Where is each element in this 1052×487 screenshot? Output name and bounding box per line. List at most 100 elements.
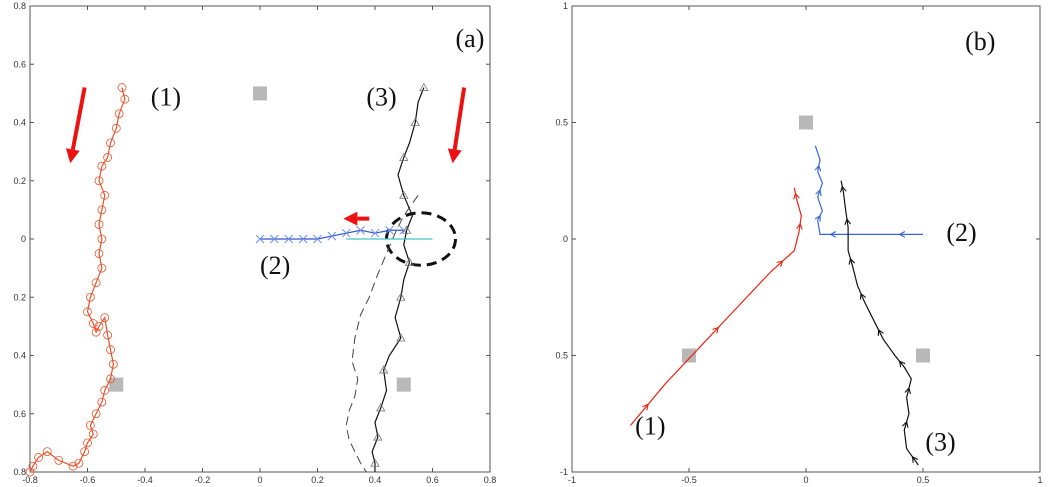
x-tick-label: 0 xyxy=(803,475,808,485)
direction-arrowhead xyxy=(829,230,837,238)
data-point-circle xyxy=(94,176,104,186)
series-line xyxy=(29,87,126,473)
data-point-circle xyxy=(42,447,52,457)
data-point-x xyxy=(284,234,294,244)
series-line xyxy=(630,187,802,426)
direction-arrowhead xyxy=(902,420,909,428)
data-point-triangle xyxy=(370,458,380,467)
data-point-triangle xyxy=(399,152,409,161)
direction-arrow-head xyxy=(447,148,462,164)
data-point-circle xyxy=(34,453,44,462)
obstacle-square xyxy=(682,348,696,363)
data-point-triangle xyxy=(404,257,415,266)
panel-a: -0.8 -0.6 -0.4 -0.2 0 0.2 0.4 0.6 0.8 0.8 0.6 0.4 0.… xyxy=(13,1,496,485)
data-point-circle xyxy=(106,138,115,148)
data-point-x xyxy=(313,234,322,244)
obstacle-square xyxy=(109,377,124,392)
data-point-triangle xyxy=(399,190,409,199)
y-tick-label: -1 xyxy=(560,467,568,477)
x-tick-label: -0.2 xyxy=(195,475,211,485)
direction-arrowhead xyxy=(848,257,856,265)
y-tick-label: 0.8 xyxy=(13,467,26,477)
highlight-ellipse xyxy=(385,211,457,267)
x-tick-label: 0.6 xyxy=(426,475,439,485)
y-tick-label: 0.6 xyxy=(13,59,26,69)
data-point-triangle xyxy=(396,292,406,301)
data-point-circle xyxy=(100,313,110,323)
direction-arrowhead xyxy=(642,403,649,411)
y-tick-label: 0.4 xyxy=(13,351,26,361)
x-tick-label: -0.6 xyxy=(80,475,96,485)
data-point-circle xyxy=(68,461,78,471)
data-point-x xyxy=(270,234,279,244)
data-point-triangle xyxy=(419,82,429,91)
data-point-triangle xyxy=(396,333,406,342)
data-point-circle xyxy=(97,205,107,215)
direction-arrowhead xyxy=(712,326,720,334)
x-tick-label: -1 xyxy=(568,475,576,485)
annotation-label: (b) xyxy=(965,27,995,56)
x-tick-label: 0.5 xyxy=(917,475,930,485)
data-point-circle xyxy=(100,190,110,200)
y-tick-label: 0.2 xyxy=(13,176,26,186)
data-point-circle xyxy=(97,234,107,244)
direction-arrowhead xyxy=(815,188,822,197)
annotation-label: (a) xyxy=(456,24,485,53)
direction-arrow-shaft xyxy=(70,87,87,150)
panel-b: -1 -0.5 0 0.5 1 1 0.5 0 0.5 -1 (1) (2) (3) (b) xyxy=(555,1,1042,485)
obstacle-square xyxy=(799,115,813,130)
data-point-circle xyxy=(106,345,115,355)
series-line xyxy=(814,145,923,235)
y-tick-label: 0.5 xyxy=(555,351,568,361)
y-tick-label: 0 xyxy=(563,234,568,244)
data-point-triangle xyxy=(376,403,386,412)
direction-arrowhead xyxy=(911,455,919,463)
direction-arrowhead xyxy=(898,360,906,368)
series-line xyxy=(345,195,419,473)
data-point-circle xyxy=(117,83,127,92)
annotation-label: (3) xyxy=(366,82,396,111)
data-point-circle xyxy=(94,321,104,331)
x-tick-label: 0.8 xyxy=(484,475,497,485)
series-line xyxy=(260,229,404,240)
data-point-circle xyxy=(94,249,104,258)
direction-arrowhead xyxy=(877,328,884,336)
series-line xyxy=(371,87,425,472)
x-tick-label: 1 xyxy=(1037,475,1042,485)
data-point-circle xyxy=(97,397,107,407)
direction-arrowhead xyxy=(776,260,784,267)
y-tick-label: 0.4 xyxy=(13,118,26,128)
data-point-circle xyxy=(85,292,95,302)
data-point-circle xyxy=(97,161,107,171)
data-point-circle xyxy=(88,429,98,439)
y-tick-label: 1 xyxy=(563,1,568,11)
direction-arrowhead xyxy=(898,230,906,238)
direction-arrowhead xyxy=(796,222,803,230)
direction-arrowhead xyxy=(859,292,867,300)
annotation-label: (2) xyxy=(946,218,976,247)
data-point-circle xyxy=(91,278,101,288)
data-point-circle xyxy=(54,455,64,465)
y-tick-label: 0.5 xyxy=(555,118,568,128)
y-tick-label: 0 xyxy=(21,234,26,244)
direction-arrowhead xyxy=(904,387,912,395)
x-tick-label: -0.8 xyxy=(22,475,38,485)
data-point-triangle xyxy=(410,117,420,126)
data-point-circle xyxy=(83,307,92,317)
obstacle-square xyxy=(396,377,411,392)
data-point-circle xyxy=(100,386,110,395)
data-point-triangle xyxy=(373,432,383,441)
data-point-circle xyxy=(97,263,107,273)
annotation-label: (2) xyxy=(260,251,290,280)
data-point-circle xyxy=(106,374,115,384)
data-point-circle xyxy=(120,94,130,104)
y-tick-label: 0.6 xyxy=(13,409,26,419)
data-point-circle xyxy=(94,220,104,229)
direction-arrow-head xyxy=(343,211,358,226)
data-point-x xyxy=(356,225,365,235)
direction-arrowhead xyxy=(793,192,800,200)
x-tick-label: -0.4 xyxy=(137,475,153,485)
data-point-triangle xyxy=(401,225,412,234)
data-point-circle xyxy=(88,319,98,328)
